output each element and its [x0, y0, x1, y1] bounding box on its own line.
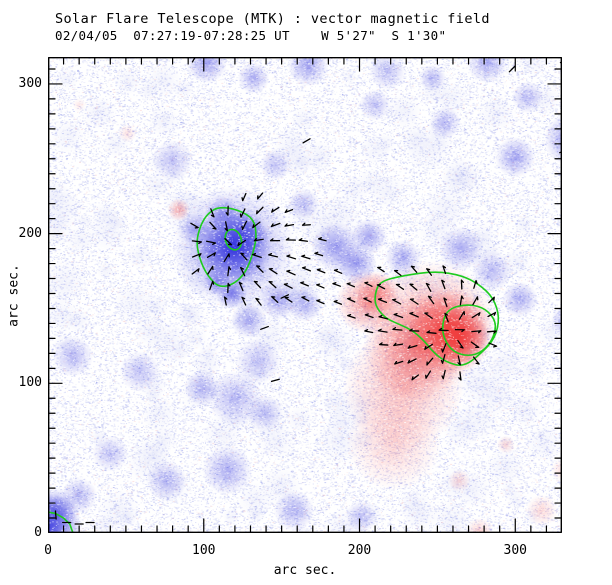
figure-subtitle: 02/04/05 07:27:19-07:28:25 UT W 5'27" S … [55, 28, 447, 43]
x-tick-label: 100 [192, 543, 216, 558]
x-tick-label: 200 [347, 543, 372, 558]
x-axis-title: arc sec. [273, 563, 337, 578]
y-tick-label: 200 [18, 225, 42, 241]
y-axis-title: arc sec. [6, 264, 22, 327]
magnetogram-canvas [48, 57, 562, 533]
y-tick-label: 300 [18, 75, 42, 91]
figure-title: Solar Flare Telescope (MTK) : vector mag… [55, 11, 490, 27]
x-tick-label: 300 [503, 543, 527, 558]
y-tick-label: 0 [34, 525, 42, 540]
y-tick-label: 100 [18, 375, 42, 391]
x-tick-label: 0 [44, 543, 52, 558]
